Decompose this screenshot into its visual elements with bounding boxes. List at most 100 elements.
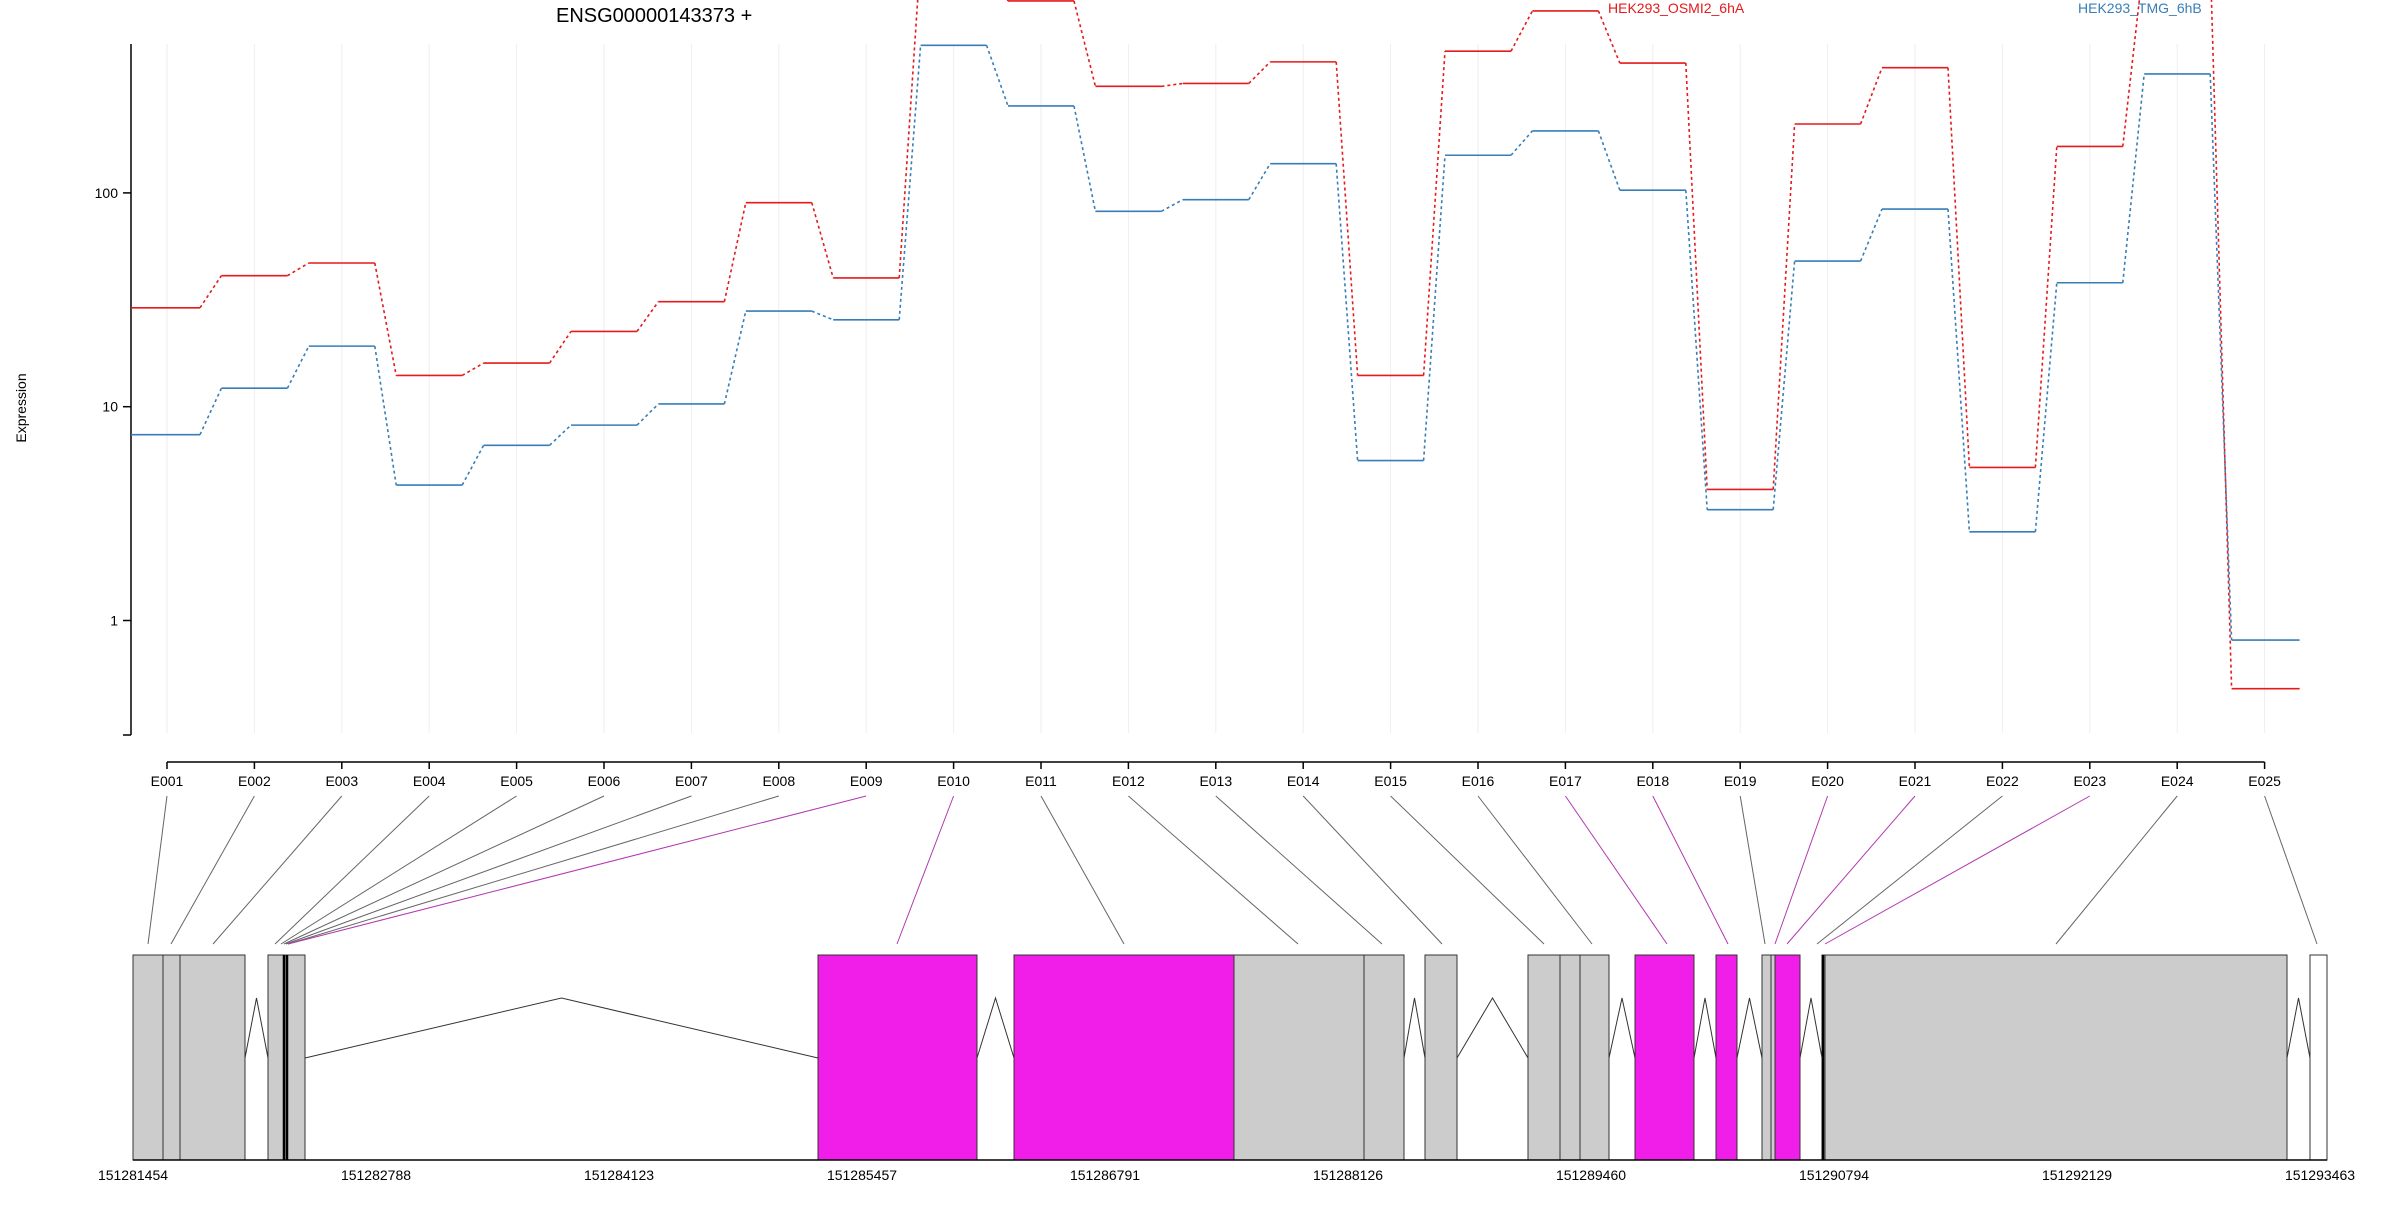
intron-line	[1693, 997, 1717, 1059]
coordinate-label-151290794: 151290794	[1799, 1167, 1869, 1183]
x-tick-label-e016: E016	[1462, 773, 1495, 789]
x-tick-label-e010: E010	[937, 773, 970, 789]
intron-line	[1799, 997, 1823, 1059]
step-e006	[636, 301, 660, 332]
connector-e005	[280, 795, 517, 945]
x-tick-label-e009: E009	[850, 773, 883, 789]
x-tick-label-e013: E013	[1199, 773, 1232, 789]
step-e003	[374, 346, 397, 486]
exon-block	[132, 954, 246, 1161]
step-e016	[1510, 10, 1534, 52]
step-e018	[1685, 190, 1708, 510]
x-tick-label-e024: E024	[2161, 773, 2194, 789]
step-e023	[2122, 73, 2145, 283]
connector-e013	[1215, 795, 1383, 945]
step-e003	[374, 262, 397, 376]
exon-block	[1774, 954, 1801, 1161]
connector-e002	[170, 795, 255, 945]
x-tick-label-e007: E007	[675, 773, 708, 789]
step-e021	[1947, 67, 1971, 468]
x-tick-label-e018: E018	[1636, 773, 1669, 789]
step-e008	[811, 310, 834, 321]
grid-lines	[166, 44, 2266, 733]
y-tick-label-10: 10	[102, 399, 118, 415]
step-e013	[1248, 163, 1271, 201]
step-e005	[549, 424, 572, 446]
legend-entry-osmi: HEK293_OSMI2_6hA	[1608, 0, 1745, 16]
connector-e023	[1824, 795, 2091, 945]
step-e001	[199, 387, 223, 435]
series-lines	[131, 0, 2300, 690]
x-tick-label-e015: E015	[1374, 773, 1407, 789]
x-tick-label-e008: E008	[762, 773, 795, 789]
step-e019	[1772, 260, 1796, 510]
intron-line	[1608, 997, 1636, 1059]
step-e012	[1161, 82, 1183, 88]
coordinate-label-151288126: 151288126	[1313, 1167, 1383, 1183]
step-e009	[898, 0, 919, 279]
exon-block	[1821, 954, 2288, 1161]
connector-e008	[287, 795, 779, 945]
chart-title: ENSG00000143373 +	[556, 5, 752, 27]
series-tmg	[131, 44, 2300, 641]
connector-e014	[1302, 795, 1443, 945]
connector-e012	[1128, 795, 1299, 945]
connector-e019	[1739, 795, 1766, 945]
x-tick-label-e002: E002	[238, 773, 271, 789]
step-e010	[1006, 0, 1009, 2]
y-tick-label-100: 100	[95, 185, 119, 201]
x-tick-label-e004: E004	[413, 773, 446, 789]
intron-line	[1736, 997, 1763, 1059]
coordinate-label-151289460: 151289460	[1556, 1167, 1626, 1183]
step-e002	[286, 262, 310, 277]
connector-e010	[896, 795, 955, 945]
x-tick-label-e019: E019	[1724, 773, 1757, 789]
connector-e025	[2264, 795, 2318, 945]
coordinate-label-151292129: 151292129	[2042, 1167, 2112, 1183]
step-e024	[2209, 73, 2233, 641]
y-axis-label: Expression	[13, 373, 29, 442]
connector-e015	[1390, 795, 1545, 945]
step-e014	[1335, 163, 1359, 461]
intron-line	[304, 997, 819, 1059]
connector-e024	[2055, 795, 2178, 945]
step-e012	[1161, 198, 1184, 213]
genomic-coordinate-labels: 151281454 151282788 151284123 151285457 1512…	[98, 1167, 2355, 1183]
exon-block	[1761, 954, 1776, 1161]
coordinate-label-151284123: 151284123	[584, 1167, 654, 1183]
coordinate-label-151286791: 151286791	[1070, 1167, 1140, 1183]
exon-block	[1424, 954, 1458, 1161]
exon-block	[1527, 954, 1610, 1161]
y-tick-label-1: 1	[110, 613, 118, 629]
step-e005	[548, 330, 572, 364]
x-tick-label-e005: E005	[500, 773, 533, 789]
x-tick-label-e006: E006	[588, 773, 621, 789]
step-e021	[1947, 209, 1971, 532]
step-e001	[199, 275, 223, 309]
connector-e021	[1786, 795, 1916, 945]
x-tick-label-e023: E023	[2073, 773, 2106, 789]
x-tick-label-e022: E022	[1986, 773, 2019, 789]
y-axis: 1101001000	[95, 44, 132, 736]
step-e014	[1335, 61, 1359, 376]
step-e018	[1685, 62, 1708, 490]
x-tick-label-e014: E014	[1287, 773, 1320, 789]
x-tick-label-e025: E025	[2248, 773, 2281, 789]
connector-e003	[212, 795, 343, 945]
step-e015	[1422, 51, 1446, 376]
gene-model	[132, 954, 2328, 1161]
coordinate-label-151282788: 151282788	[341, 1167, 411, 1183]
step-e004	[461, 362, 485, 377]
exon-block	[1233, 954, 1405, 1161]
step-e019	[1772, 123, 1796, 490]
step-e024	[2210, 0, 2233, 689]
exon-connector-lines	[147, 795, 2318, 945]
x-tick-label-e003: E003	[325, 773, 358, 789]
step-e007	[723, 202, 747, 302]
step-e008	[811, 202, 834, 279]
connector-e009	[287, 795, 867, 945]
step-e015	[1422, 155, 1446, 461]
step-e020	[1859, 208, 1883, 262]
connector-e001	[147, 795, 168, 945]
